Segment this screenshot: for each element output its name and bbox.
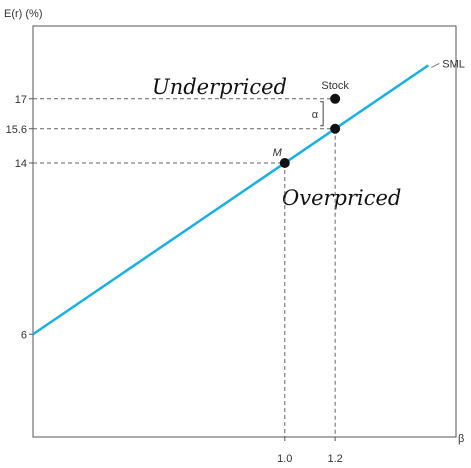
x-tick-label-1: 1.2 <box>327 453 342 465</box>
point-label-0: M <box>273 147 283 159</box>
alpha-label: α <box>312 109 319 121</box>
sml-label: SML <box>442 58 465 70</box>
alpha-marker: α <box>312 101 324 127</box>
y-tick-label-1: 15.6 <box>6 124 27 136</box>
underpriced-annotation: Underpriced <box>152 75 287 99</box>
plot-area <box>32 25 457 438</box>
point-label-1: Stock <box>321 80 349 92</box>
point-1 <box>330 93 341 104</box>
overpriced-annotation: Overpriced <box>282 186 401 210</box>
y-tick-label-0: 17 <box>15 94 27 106</box>
y-tick-label-2: 14 <box>15 158 27 170</box>
data-points: M Stock <box>273 80 349 168</box>
guide-lines <box>33 98 336 437</box>
sml-leader <box>431 62 440 68</box>
sml-layer: SML <box>32 58 465 336</box>
y-tick-label-3: 6 <box>21 329 27 341</box>
tick-labels: 17 15.6 14 6 1.0 1.2 <box>6 94 343 465</box>
x-axis-title: β <box>458 433 464 445</box>
point-2 <box>330 123 341 134</box>
sml-line <box>32 64 430 336</box>
x-tick-label-0: 1.0 <box>277 453 292 465</box>
alpha-bracket <box>320 101 324 127</box>
y-axis-title: E(r) (%) <box>4 8 43 20</box>
point-0 <box>279 158 290 168</box>
